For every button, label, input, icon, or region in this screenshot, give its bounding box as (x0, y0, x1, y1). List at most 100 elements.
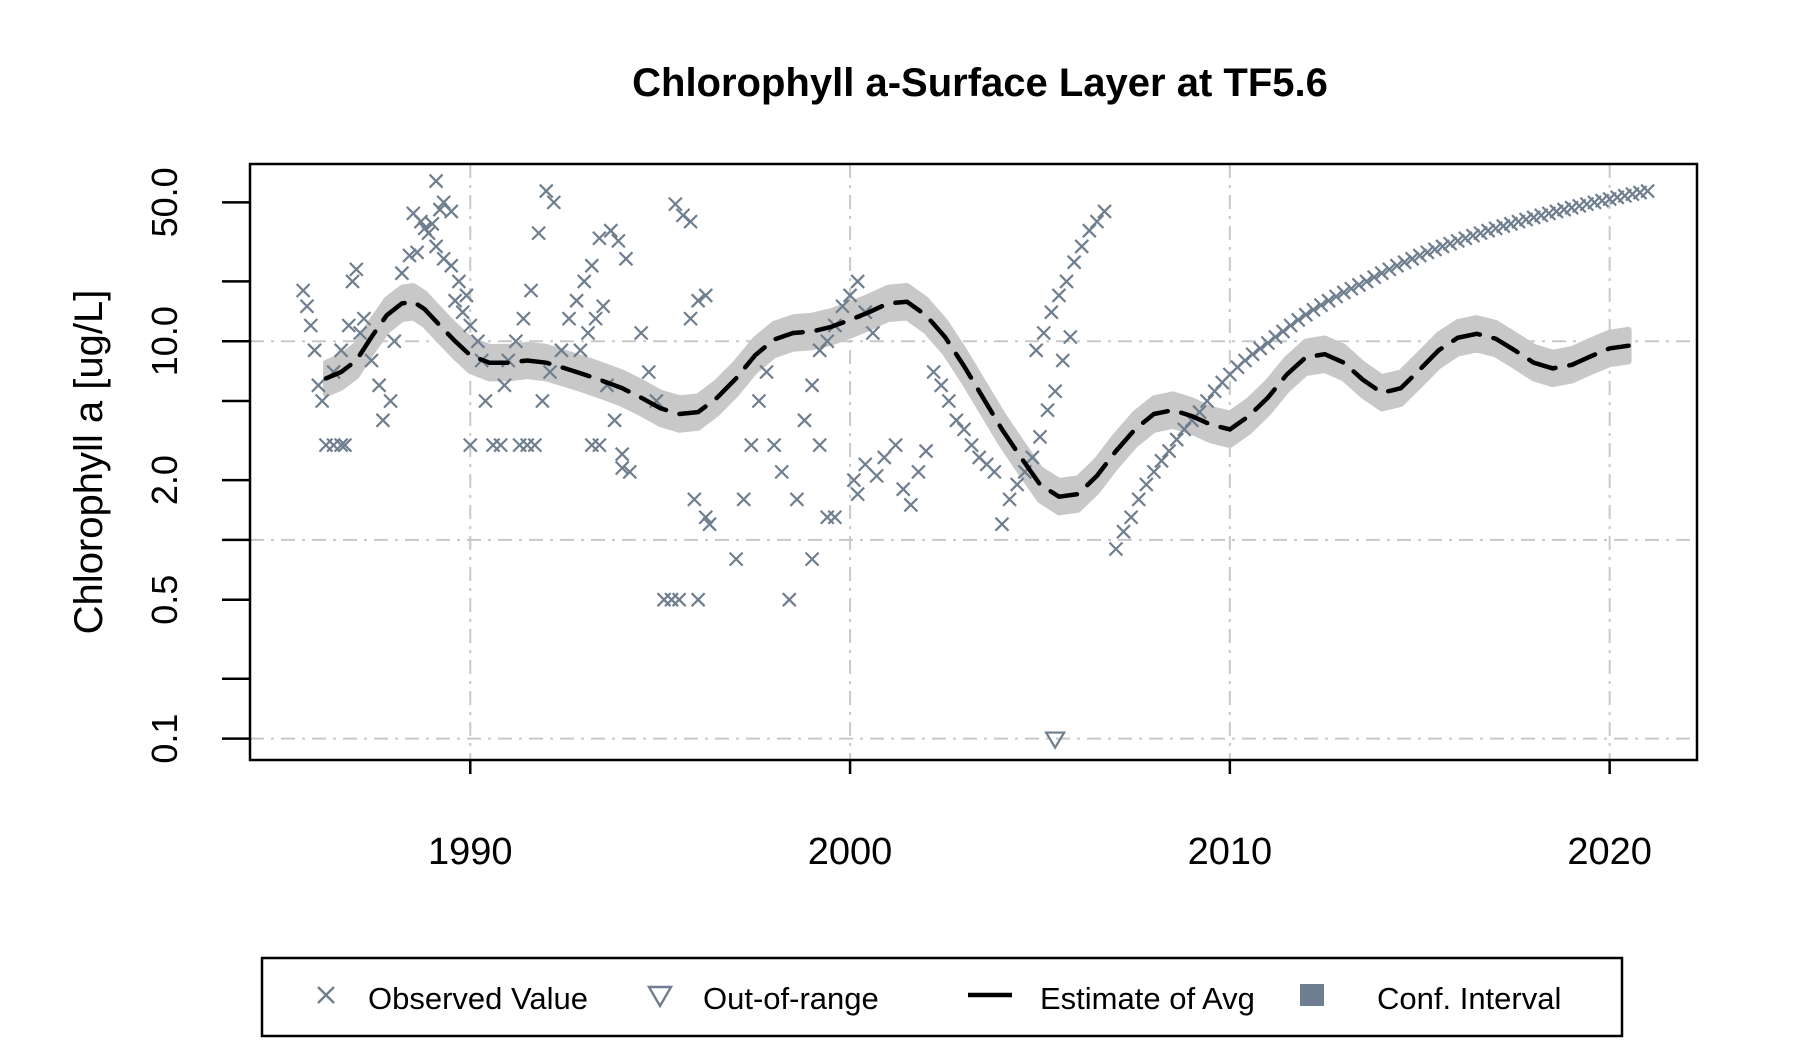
observed-point-stroke (1154, 453, 1169, 469)
observed-point-stroke (979, 457, 995, 472)
observed-point-stroke (364, 353, 379, 368)
observed-point-186 (1313, 297, 1329, 313)
observed-point-167 (1169, 432, 1184, 447)
observed-point-stroke (554, 343, 569, 358)
observed-point-stroke (542, 364, 558, 380)
observed-point-stroke (307, 343, 322, 358)
observed-point-stroke (622, 464, 638, 480)
observed-point-stroke (736, 492, 752, 507)
observed-point-stroke (538, 183, 554, 199)
observed-point-11 (333, 343, 349, 358)
observed-point-189 (1336, 285, 1352, 300)
observed-point-stroke (592, 230, 607, 246)
observed-point-184 (1298, 307, 1314, 322)
observed-point-92 (690, 293, 706, 308)
observed-point-203 (1442, 236, 1458, 251)
observed-point-stroke (1097, 204, 1112, 219)
observed-point-164 (1146, 464, 1162, 480)
observed-point-113 (850, 274, 865, 289)
observed-point-stroke (1036, 325, 1052, 341)
observed-point-stroke (1047, 383, 1063, 399)
observed-point-158 (1097, 204, 1112, 219)
legend-label-observed: Observed Value (368, 981, 588, 1016)
observed-point-130 (926, 364, 941, 380)
out-of-range-point-0 (1044, 731, 1067, 750)
observed-point-stroke (850, 486, 865, 502)
observed-point-stroke (820, 333, 835, 349)
observed-point-53 (531, 225, 546, 241)
observed-point-3 (307, 343, 322, 358)
observed-point-79 (592, 437, 607, 453)
observed-point-stroke (599, 378, 615, 393)
observed-point-stroke (1009, 477, 1025, 492)
observed-point-stroke (1032, 429, 1048, 445)
observed-point-144 (1032, 429, 1048, 445)
observed-point-229 (1640, 183, 1655, 199)
observed-point-stroke (971, 450, 987, 465)
observed-point-30 (421, 225, 436, 241)
observed-point-stroke (1328, 289, 1344, 304)
observed-point-stroke (918, 443, 934, 459)
observed-point-179 (1260, 335, 1276, 351)
observed-point-97 (728, 551, 744, 567)
observed-point-187 (1321, 293, 1336, 308)
observed-point-stroke (728, 551, 744, 567)
observed-point-stroke (1283, 318, 1298, 333)
observed-point-132 (941, 393, 957, 409)
observed-point-stroke (956, 422, 972, 437)
observed-point-146 (1047, 383, 1063, 399)
observed-point-55 (546, 195, 562, 210)
observed-point-122 (857, 457, 873, 472)
observed-point-stroke (1108, 541, 1124, 557)
observed-point-stroke (850, 274, 865, 289)
observed-point-171 (1199, 393, 1215, 409)
x-tick-label-2000: 2000 (808, 831, 893, 873)
observed-point-stroke (341, 318, 357, 333)
observed-point-101 (759, 364, 774, 380)
observed-point-67 (573, 343, 588, 358)
observed-point-202 (1435, 239, 1450, 254)
observed-point-165 (1154, 453, 1169, 469)
observed-point-stroke (470, 333, 486, 349)
observed-point-stroke (1404, 251, 1420, 267)
observed-point-stroke (463, 437, 478, 453)
observed-point-stroke (463, 318, 478, 333)
observed-point-stroke (846, 472, 862, 488)
observed-point-181 (1275, 324, 1291, 339)
observed-point-64 (576, 274, 592, 289)
observed-point-stroke (876, 450, 892, 465)
y-tick-label-0.5: 0.5 (144, 575, 185, 625)
legend-marker-out-of-range (646, 985, 674, 1009)
observed-point-stroke (546, 195, 562, 210)
y-axis-label: Chlorophyll a [ug/L] (67, 290, 111, 635)
legend-marker-observed (317, 986, 335, 1004)
observed-point-120 (846, 472, 862, 488)
observed-point-36 (447, 293, 463, 308)
observed-point-stroke (527, 437, 543, 453)
observed-point-stroke (607, 413, 622, 428)
observed-point-stroke (614, 446, 630, 462)
observed-point-stroke (744, 437, 759, 453)
observed-point-65 (584, 258, 600, 273)
estimate-line (323, 299, 1631, 500)
observed-point-154 (1066, 254, 1082, 270)
observed-point-47 (463, 437, 478, 453)
observed-point-stroke (888, 437, 903, 453)
observed-point-194 (1374, 265, 1390, 281)
legend: Observed Value Out-of-range Estimate of … (260, 956, 1624, 1038)
observed-point-stroke (903, 497, 919, 513)
observed-point-stroke (1321, 293, 1336, 308)
observed-point-stroke (842, 288, 858, 303)
observed-point-151 (1044, 304, 1059, 320)
observed-point-stroke (432, 202, 448, 217)
observed-point-stroke (926, 364, 941, 380)
observed-point-stroke (588, 311, 603, 326)
observed-point-stroke (436, 195, 451, 210)
observed-point-145 (1040, 402, 1055, 418)
observed-point-182 (1283, 318, 1298, 333)
observed-point-stroke (964, 437, 979, 453)
observed-point-73 (614, 446, 630, 462)
observed-point-stroke (1420, 245, 1435, 260)
observed-point-stroke (1146, 464, 1162, 480)
observed-point-stroke (633, 325, 649, 341)
